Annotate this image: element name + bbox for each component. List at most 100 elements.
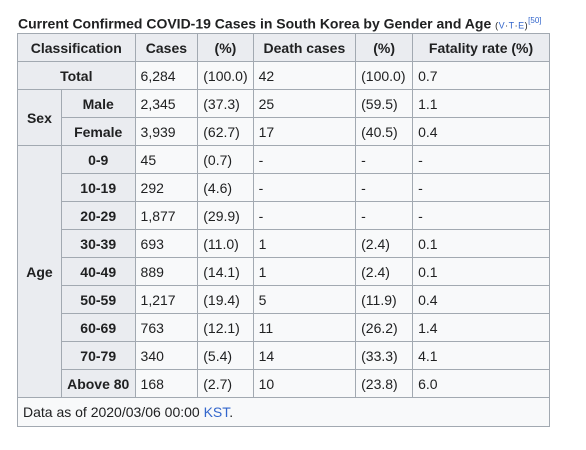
cell: 14 (252, 341, 357, 370)
vte-separator: · (505, 20, 509, 31)
cell: (40.5) (355, 117, 414, 146)
header-row: Classification Cases (%) Death cases (%)… (17, 33, 550, 62)
cell: 292 (134, 173, 199, 202)
header-cases: Cases (134, 33, 199, 62)
cell: 6,284 (134, 61, 199, 90)
row-label: 60-69 (60, 313, 136, 342)
cell: (100.0) (355, 61, 414, 90)
cell: (29.9) (197, 201, 254, 230)
cell: (12.1) (197, 313, 254, 342)
cell: 3,939 (134, 117, 199, 146)
table-row: Age 0-9 45 (0.7) - - - (17, 145, 550, 398)
cell: - (252, 201, 357, 230)
table-row: 50-59 1,217 (19.4) 5 (11.9) 0.4 (18, 285, 550, 314)
group-label-age: Age (17, 145, 62, 398)
cell: (2.4) (355, 257, 414, 286)
cell: (0.7) (197, 145, 254, 174)
header-cases-percent: (%) (197, 33, 254, 62)
vte-links: (V·T·E) (495, 21, 528, 31)
cell: (62.7) (197, 117, 254, 146)
cell: - (355, 145, 414, 174)
cell: - (355, 173, 414, 202)
cell: 0.4 (412, 117, 550, 146)
cell: (4.6) (197, 173, 254, 202)
cell: 1.1 (412, 89, 550, 118)
cell: (19.4) (197, 285, 254, 314)
footnote-text: Data as of 2020/03/06 00:00 (23, 404, 204, 420)
table-row: 20-29 1,877 (29.9) - - - (18, 201, 550, 230)
cell: 340 (134, 341, 199, 370)
cell: 0.4 (412, 285, 550, 314)
cell: (2.4) (355, 229, 414, 258)
table-row: Sex Male 2,345 (37.3) 25 (59.5) 1.1 (17, 89, 550, 146)
caption-title: Current Confirmed COVID-19 Cases in Sout… (18, 15, 492, 32)
cell: (100.0) (197, 61, 254, 90)
cell: (11.0) (197, 229, 254, 258)
view-template-link[interactable]: V (498, 20, 506, 31)
table-row: 70-79 340 (5.4) 14 (33.3) 4.1 (18, 341, 550, 370)
row-label: 30-39 (60, 229, 136, 258)
cell: 693 (134, 229, 199, 258)
cell: 11 (252, 313, 357, 342)
table-row: 60-69 763 (12.1) 11 (26.2) 1.4 (18, 313, 550, 342)
cell: - (412, 201, 550, 230)
cell: 763 (134, 313, 199, 342)
cell: - (412, 145, 550, 174)
row-label: 10-19 (60, 173, 136, 202)
vte-separator: · (514, 20, 519, 31)
cell: (33.3) (355, 341, 414, 370)
row-label: 0-9 (60, 145, 136, 174)
row-label: 40-49 (60, 257, 136, 286)
table-footer-row: Data as of 2020/03/06 00:00 KST. (17, 397, 550, 427)
cell: 1,877 (134, 201, 199, 230)
cell: 1.4 (412, 313, 550, 342)
group-label-sex: Sex (17, 89, 62, 146)
row-label: Male (60, 89, 136, 118)
cell: (59.5) (355, 89, 414, 118)
cell: 1 (252, 257, 357, 286)
row-label: 70-79 (60, 341, 136, 370)
table-row: Female 3,939 (62.7) 17 (40.5) 0.4 (18, 117, 550, 146)
cell: 42 (252, 61, 357, 90)
cell: (26.2) (355, 313, 414, 342)
talk-template-link[interactable]: T (508, 20, 515, 31)
cell: 889 (134, 257, 199, 286)
cell: - (252, 173, 357, 202)
cell: 2,345 (134, 89, 199, 118)
cell: 5 (252, 285, 357, 314)
cell: 1,217 (134, 285, 199, 314)
cell: 25 (252, 89, 357, 118)
header-fatality-rate: Fatality rate (%) (412, 33, 550, 62)
table-row: 30-39 693 (11.0) 1 (2.4) 0.1 (18, 229, 550, 258)
kst-link[interactable]: KST (203, 404, 230, 420)
edit-template-link[interactable]: E (518, 20, 525, 31)
cell: 1 (252, 229, 357, 258)
row-label: 50-59 (60, 285, 136, 314)
cell: 4.1 (412, 341, 550, 370)
vte-paren-close: ) (524, 20, 529, 31)
covid-cases-table: Classification Cases (%) Death cases (%)… (17, 33, 550, 427)
table-row-total: Total 6,284 (100.0) 42 (100.0) 0.7 (17, 61, 550, 90)
table-row: 40-49 889 (14.1) 1 (2.4) 0.1 (18, 257, 550, 286)
cell: - (412, 173, 550, 202)
cell: (5.4) (197, 341, 254, 370)
header-deaths-percent: (%) (355, 33, 414, 62)
cell: (11.9) (355, 285, 414, 314)
table-caption: Current Confirmed COVID-19 Cases in Sout… (18, 12, 578, 35)
cell: 17 (252, 117, 357, 146)
table-footnote: Data as of 2020/03/06 00:00 KST. (17, 397, 550, 427)
cell: (37.3) (197, 89, 254, 118)
row-label: 20-29 (60, 201, 136, 230)
footnote-period: . (229, 404, 234, 420)
cell: 0.1 (412, 229, 550, 258)
cell: 0.1 (412, 257, 550, 286)
table-row: 10-19 292 (4.6) - - - (18, 173, 550, 202)
cell: 0.7 (412, 61, 550, 90)
header-death-cases: Death cases (252, 33, 357, 62)
cell: - (252, 145, 357, 174)
cell: 168 (134, 369, 199, 398)
row-label: Female (60, 117, 136, 146)
cell: 45 (134, 145, 199, 174)
reference-link[interactable]: [50] (528, 16, 542, 25)
